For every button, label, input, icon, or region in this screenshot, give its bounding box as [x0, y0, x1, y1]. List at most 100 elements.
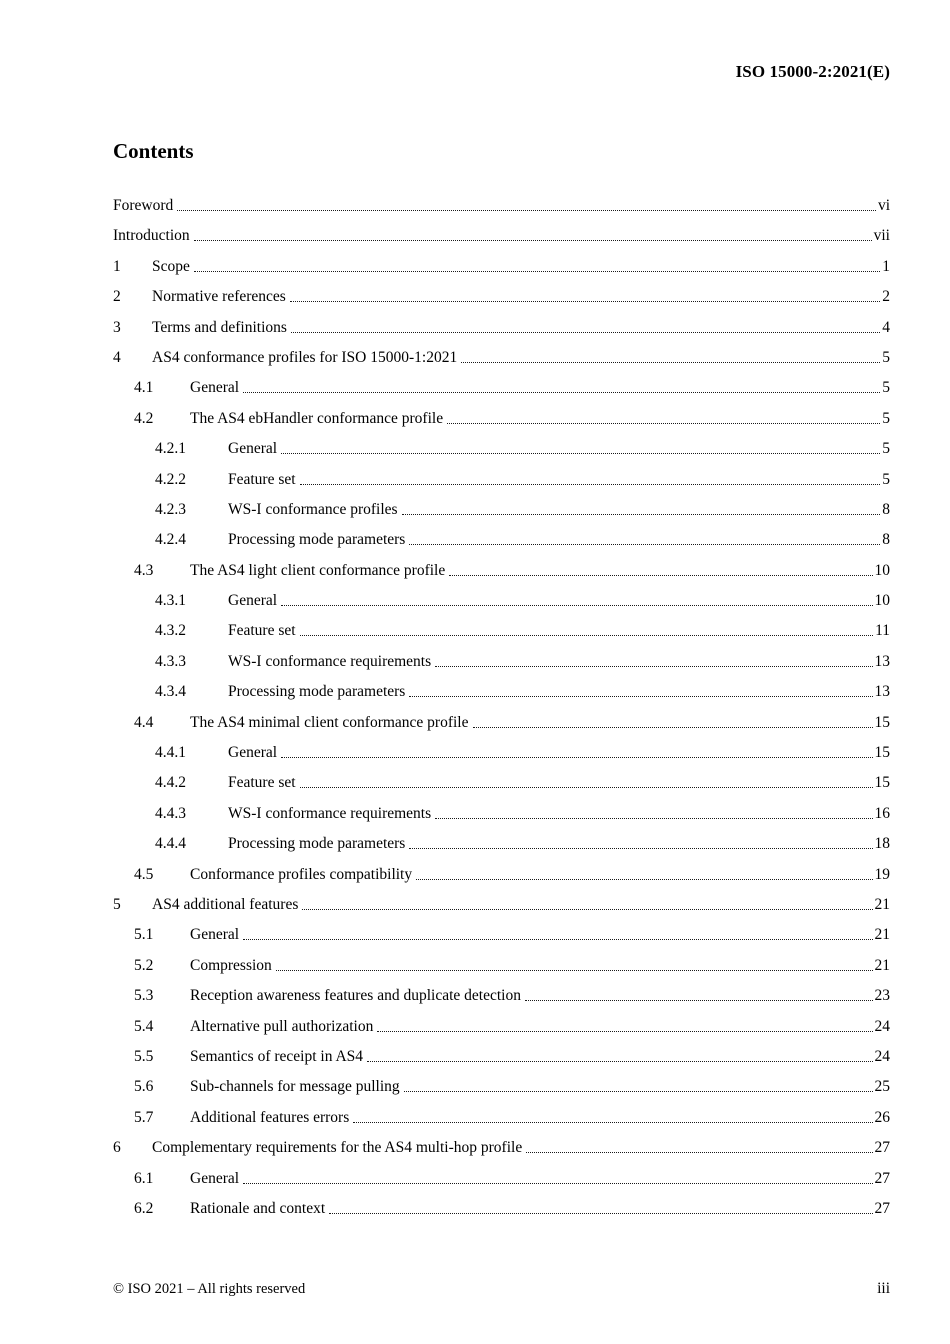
toc-leader-dots — [243, 378, 881, 394]
toc-entry-page: 25 — [874, 1078, 891, 1096]
toc-entry[interactable]: Introduction vii — [113, 226, 890, 256]
toc-entry[interactable]: 5.6 Sub-channels for message pulling 25 — [113, 1077, 890, 1107]
toc-entry[interactable]: 4.2 The AS4 ebHandler conformance profile… — [113, 409, 890, 439]
toc-entry-label: Scope — [152, 257, 190, 275]
toc-entry-number: 5.7 — [134, 1108, 154, 1126]
toc-entry-page: 21 — [874, 956, 891, 974]
toc-entry[interactable]: 4.2.4 Processing mode parameters 8 — [113, 530, 890, 560]
toc-entry-label: WS-I conformance profiles — [228, 500, 398, 518]
toc-entry-page: 8 — [882, 531, 890, 549]
toc-leader-dots — [461, 348, 881, 363]
toc-entry[interactable]: Foreword vi — [113, 196, 890, 226]
toc-entry[interactable]: 4.4.2 Feature set 15 — [113, 773, 890, 803]
toc-entry[interactable]: 4.3 The AS4 light client conformance prof… — [113, 561, 890, 591]
toc-entry[interactable]: 4.3.3 WS-I conformance requirements 13 — [113, 652, 890, 682]
toc-entry-label: Sub-channels for message pulling — [190, 1078, 400, 1096]
toc-leader-dots — [275, 956, 873, 971]
toc-entry-page: vii — [873, 227, 890, 245]
toc-entry[interactable]: 4.4.1 General 15 — [113, 743, 890, 773]
toc-leader-dots — [193, 257, 881, 272]
toc-entry-number: 5.4 — [134, 1017, 154, 1035]
toc-entry[interactable]: 4.1 General 5 — [113, 378, 890, 408]
toc-entry-label: AS4 conformance profiles for ISO 15000-1… — [152, 348, 458, 366]
toc-leader-dots — [367, 1047, 873, 1062]
toc-entry-number: 5.6 — [134, 1078, 154, 1096]
toc-leader-dots — [329, 1199, 873, 1214]
toc-entry-number: 3 — [113, 318, 121, 336]
toc-entry-page: 10 — [874, 561, 891, 579]
toc-entry-page: 13 — [874, 652, 891, 670]
toc-entry-number: 4.2.4 — [155, 531, 186, 549]
toc-entry[interactable]: 4.3.4 Processing mode parameters 13 — [113, 682, 890, 712]
toc-leader-dots — [302, 895, 873, 910]
toc-leader-dots — [526, 1138, 873, 1154]
toc-leader-dots — [416, 865, 873, 880]
toc-leader-dots — [377, 1017, 873, 1032]
toc-entry-number: 1 — [113, 257, 121, 275]
toc-entry-label: Processing mode parameters — [228, 683, 406, 701]
toc-entry-page: 26 — [874, 1108, 891, 1126]
toc-entry-number: 5.1 — [134, 926, 154, 944]
toc-entry-label: Normative references — [152, 288, 286, 306]
toc-leader-dots — [449, 561, 873, 576]
toc-entry-number: 4.3.1 — [155, 592, 186, 610]
toc-entry-page: 5 — [882, 440, 890, 458]
toc-entry[interactable]: 5.5 Semantics of receipt in AS4 24 — [113, 1047, 890, 1077]
toc-entry[interactable]: 5.1 General 21 — [113, 925, 890, 955]
toc-entry[interactable]: 6.2 Rationale and context 27 — [113, 1199, 890, 1229]
toc-entry[interactable]: 6 Complementary requirements for the AS4 … — [113, 1138, 890, 1168]
toc-entry[interactable]: 4.4 The AS4 minimal client conformance pr… — [113, 713, 890, 743]
toc-leader-dots — [193, 226, 872, 242]
toc-entry-label: Rationale and context — [190, 1199, 326, 1217]
toc-entry[interactable]: 5 AS4 additional features 21 — [113, 895, 890, 925]
toc-entry-number: 4.4.2 — [155, 774, 186, 792]
toc-entry[interactable]: 4.2.2 Feature set 5 — [113, 470, 890, 500]
toc-leader-dots — [281, 591, 873, 607]
toc-entry[interactable]: 4.5 Conformance profiles compatibility 19 — [113, 865, 890, 895]
toc-leader-dots — [435, 804, 873, 819]
toc-entry-number: 4.4.4 — [155, 835, 186, 853]
toc-entry-page: 24 — [874, 1017, 891, 1035]
toc-entry[interactable]: 3 Terms and definitions 4 — [113, 318, 890, 348]
toc-entry-label: Additional features errors — [190, 1108, 350, 1126]
toc-entry-page: 2 — [882, 288, 890, 306]
toc-leader-dots — [243, 925, 873, 941]
toc-entry-label: Introduction — [113, 227, 190, 245]
toc-leader-dots — [281, 439, 881, 455]
toc-leader-dots — [403, 1077, 873, 1093]
toc-entry-number: 4.2.2 — [155, 470, 186, 488]
toc-entry[interactable]: 4.2.1 General 5 — [113, 439, 890, 469]
toc-entry-number: 4.1 — [134, 379, 154, 397]
toc-entry-page: 23 — [874, 987, 891, 1005]
toc-entry-label: General — [190, 1169, 240, 1187]
toc-leader-dots — [409, 834, 873, 850]
toc-entry[interactable]: 5.2 Compression 21 — [113, 956, 890, 986]
toc-entry[interactable]: 4.2.3 WS-I conformance profiles 8 — [113, 500, 890, 530]
toc-entry[interactable]: 4.3.2 Feature set 11 — [113, 621, 890, 651]
toc-entry[interactable]: 6.1 General 27 — [113, 1169, 890, 1199]
toc-entry-page: 4 — [882, 318, 890, 336]
toc-entry[interactable]: 4.4.3 WS-I conformance requirements 16 — [113, 804, 890, 834]
toc-entry-number: 4.3.4 — [155, 683, 186, 701]
toc-entry-number: 4.4.3 — [155, 804, 186, 822]
toc-entry-label: General — [228, 744, 278, 762]
toc-entry-page: 24 — [874, 1047, 891, 1065]
toc-entry[interactable]: 4 AS4 conformance profiles for ISO 15000-… — [113, 348, 890, 378]
toc-entry[interactable]: 5.4 Alternative pull authorization 24 — [113, 1017, 890, 1047]
toc-entry-page: 1 — [882, 257, 890, 275]
contents-heading: Contents — [113, 139, 194, 163]
toc-entry[interactable]: 4.4.4 Processing mode parameters 18 — [113, 834, 890, 864]
toc-entry-page: 15 — [874, 774, 891, 792]
toc-entry[interactable]: 5.3 Reception awareness features and dupl… — [113, 986, 890, 1016]
toc-entry-number: 4 — [113, 348, 121, 366]
toc-entry[interactable]: 5.7 Additional features errors 26 — [113, 1108, 890, 1138]
toc-leader-dots — [299, 470, 881, 485]
toc-entry-page: 16 — [874, 804, 891, 822]
toc-entry[interactable]: 1 Scope 1 — [113, 257, 890, 287]
toc-entry[interactable]: 2 Normative references 2 — [113, 287, 890, 317]
toc-entry[interactable]: 4.3.1 General 10 — [113, 591, 890, 621]
copyright-notice: © ISO 2021 – All rights reserved — [113, 1281, 306, 1297]
toc-entry-page: 15 — [874, 744, 891, 762]
toc-entry-page: 10 — [874, 592, 891, 610]
toc-entry-page: 27 — [874, 1139, 891, 1157]
